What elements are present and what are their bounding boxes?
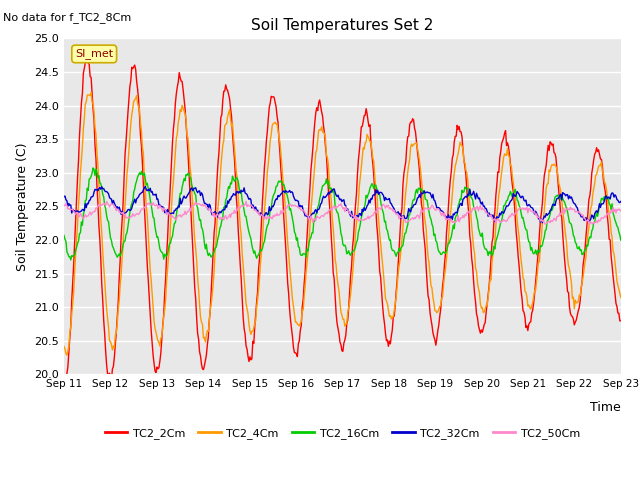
TC2_2Cm [64,364,72,370]
TC2_32Cm [256,211,264,217]
TC2_32Cm [60,194,68,200]
TC2_4Cm [617,294,625,300]
TC2_4Cm [63,352,71,358]
TC2_50Cm [60,202,68,208]
TC2_2Cm [61,384,69,390]
TC2_4Cm [257,259,264,265]
Line: TC2_2Cm: TC2_2Cm [64,53,621,387]
TC2_32Cm [396,211,404,216]
TC2_50Cm [617,208,625,214]
Y-axis label: Soil Temperature (C): Soil Temperature (C) [16,142,29,271]
TC2_16Cm [63,249,71,255]
Text: SI_met: SI_met [75,48,113,60]
Line: TC2_4Cm: TC2_4Cm [64,93,621,355]
TC2_32Cm [538,220,546,226]
TC2_50Cm [437,211,445,216]
Line: TC2_32Cm: TC2_32Cm [64,186,621,223]
TC2_4Cm [397,247,405,253]
TC2_4Cm [438,295,445,301]
TC2_50Cm [256,213,264,218]
TC2_32Cm [587,216,595,222]
TC2_16Cm [397,245,405,251]
TC2_2Cm [83,50,90,56]
TC2_2Cm [60,381,68,386]
TC2_16Cm [257,247,264,252]
TC2_16Cm [89,165,97,171]
TC2_2Cm [617,318,625,324]
Title: Soil Temperatures Set 2: Soil Temperatures Set 2 [252,18,433,33]
TC2_16Cm [438,252,445,257]
TC2_2Cm [548,143,556,148]
TC2_16Cm [617,237,625,243]
TC2_32Cm [437,208,445,214]
TC2_2Cm [587,185,595,191]
TC2_32Cm [63,198,71,204]
TC2_2Cm [438,295,445,301]
TC2_4Cm [548,162,556,168]
X-axis label: Time: Time [590,401,621,414]
TC2_32Cm [548,204,556,209]
Line: TC2_16Cm: TC2_16Cm [64,168,621,260]
TC2_32Cm [141,183,149,189]
TC2_50Cm [396,214,404,220]
TC2_16Cm [587,235,595,241]
TC2_50Cm [63,203,71,208]
Text: No data for f_TC2_8Cm: No data for f_TC2_8Cm [3,12,131,23]
TC2_4Cm [87,90,95,96]
Legend: TC2_2Cm, TC2_4Cm, TC2_16Cm, TC2_32Cm, TC2_50Cm: TC2_2Cm, TC2_4Cm, TC2_16Cm, TC2_32Cm, TC… [100,424,584,444]
TC2_50Cm [541,221,549,227]
TC2_32Cm [617,199,625,204]
TC2_2Cm [257,238,264,243]
TC2_4Cm [64,348,72,354]
TC2_4Cm [587,205,595,211]
TC2_50Cm [242,199,250,204]
TC2_16Cm [548,207,556,213]
TC2_50Cm [548,219,556,225]
TC2_50Cm [587,219,595,225]
TC2_4Cm [60,344,68,349]
TC2_16Cm [60,232,68,238]
Line: TC2_50Cm: TC2_50Cm [64,202,621,224]
TC2_2Cm [397,214,405,219]
TC2_16Cm [67,257,75,263]
